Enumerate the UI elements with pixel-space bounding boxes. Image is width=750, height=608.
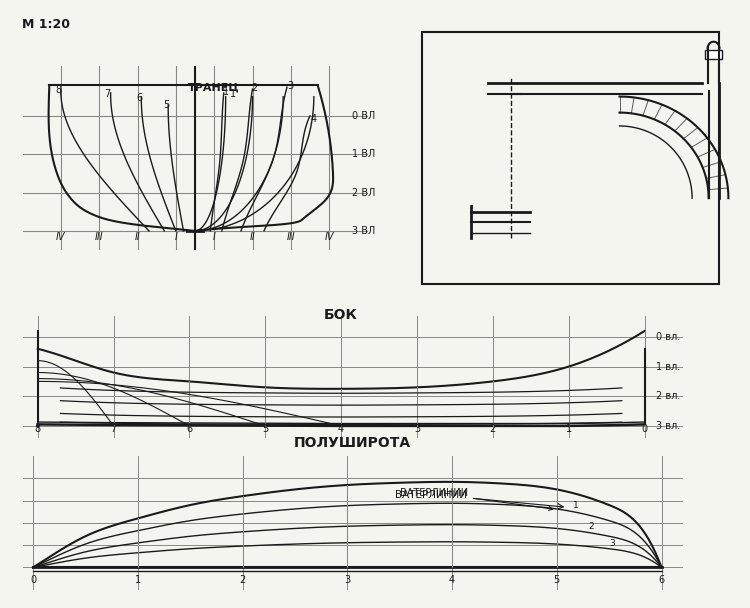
Text: 6: 6 [658, 575, 664, 585]
Text: III: III [286, 232, 296, 243]
Text: 0 вл.: 0 вл. [656, 332, 680, 342]
Text: I: I [213, 232, 215, 243]
Text: I: I [175, 232, 177, 243]
Text: 4: 4 [449, 575, 455, 585]
Text: 3: 3 [344, 575, 350, 585]
Text: 2: 2 [490, 424, 496, 435]
Text: 2: 2 [251, 83, 257, 93]
Text: 2: 2 [588, 522, 594, 531]
Text: 3: 3 [414, 424, 420, 435]
Text: 1: 1 [566, 424, 572, 435]
Text: 2: 2 [239, 575, 246, 585]
Text: ВАТЕРЛИНИИ: ВАТЕРЛИНИИ [400, 488, 553, 510]
Text: 1: 1 [135, 575, 141, 585]
Text: IV: IV [56, 232, 65, 243]
Text: 7: 7 [110, 424, 117, 435]
Text: ВАТЕРЛИНИИ: ВАТЕРЛИНИИ [395, 491, 467, 500]
Bar [705, 50, 722, 59]
Text: 1: 1 [572, 502, 578, 510]
Text: 1 ВЛ: 1 ВЛ [352, 149, 376, 159]
Text: 5: 5 [164, 100, 170, 110]
Text: 3: 3 [609, 539, 615, 548]
Text: II: II [250, 232, 255, 243]
Text: 6: 6 [186, 424, 193, 435]
Text: ПОЛУШИРОТА: ПОЛУШИРОТА [294, 436, 411, 450]
Text: 5: 5 [262, 424, 268, 435]
Text: 1: 1 [230, 89, 236, 98]
Text: 8: 8 [34, 424, 40, 435]
Text: 6: 6 [136, 92, 142, 103]
Text: II: II [135, 232, 140, 243]
Text: 2 ВЛ: 2 ВЛ [352, 188, 376, 198]
Text: БОК: БОК [324, 308, 358, 322]
Text: 8: 8 [56, 85, 62, 95]
Text: 5: 5 [554, 575, 560, 585]
Text: III: III [94, 232, 104, 243]
Text: 7: 7 [104, 89, 110, 98]
Text: 4: 4 [310, 114, 317, 123]
Text: 0: 0 [30, 575, 36, 585]
Text: М 1:20: М 1:20 [22, 18, 70, 31]
Text: ТРАНЕЦ: ТРАНЕЦ [188, 83, 240, 93]
Text: 0 ВЛ: 0 ВЛ [352, 111, 376, 121]
Text: 1: 1 [223, 87, 229, 97]
Text: 3 вл.: 3 вл. [656, 421, 680, 431]
Text: IV: IV [325, 232, 334, 243]
Text: 4: 4 [338, 424, 344, 435]
Text: 0: 0 [641, 424, 648, 435]
Text: 3: 3 [288, 81, 294, 91]
Text: 3 ВЛ: 3 ВЛ [352, 226, 376, 236]
Text: 2 вл.: 2 вл. [656, 391, 680, 401]
Text: 1 вл.: 1 вл. [656, 362, 680, 371]
